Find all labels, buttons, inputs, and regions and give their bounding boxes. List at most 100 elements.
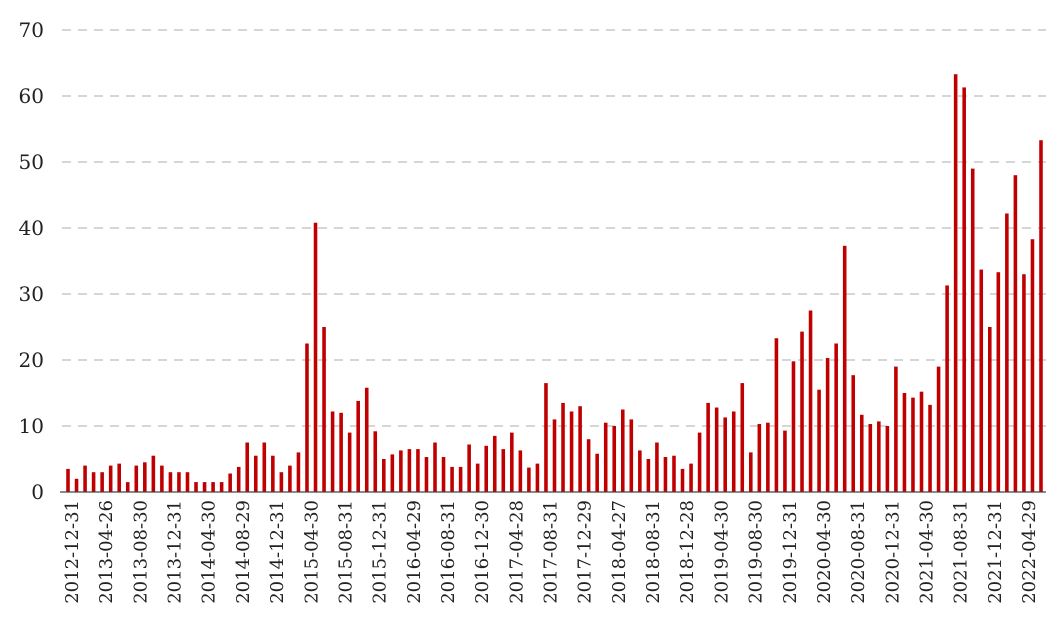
bar: [484, 445, 489, 492]
bar: [501, 449, 506, 492]
bar: [390, 454, 395, 492]
x-tick-label: 2014-04-30: [199, 500, 220, 604]
bar: [1030, 239, 1035, 492]
bar: [586, 439, 591, 492]
bar: [774, 338, 779, 492]
bar: [655, 442, 659, 492]
bar: [689, 463, 693, 492]
x-tick-label: 2017-12-29: [575, 500, 596, 604]
x-tick-label: 2018-12-28: [677, 500, 698, 604]
bar: [740, 383, 745, 492]
bar: [279, 472, 284, 492]
bar: [313, 222, 318, 492]
x-tick-label: 2018-04-27: [609, 500, 630, 604]
bar: [988, 327, 992, 492]
x-tick-label: 2013-12-31: [165, 500, 186, 604]
bar: [919, 391, 924, 492]
bar: [518, 450, 523, 492]
bar: [1005, 213, 1009, 493]
bar: [1039, 140, 1043, 492]
bar: [510, 432, 514, 492]
bar: [962, 87, 966, 493]
bar: [808, 310, 813, 492]
bar: [262, 442, 267, 492]
bar: [83, 465, 87, 492]
bar: [561, 402, 565, 492]
bar: [749, 452, 753, 492]
bar: [492, 435, 497, 492]
y-tick-label: 40: [19, 216, 44, 240]
bar: [245, 442, 250, 492]
bars: [66, 74, 1043, 493]
bar: [663, 457, 668, 492]
bar: [603, 422, 608, 492]
x-tick-label: 2018-08-31: [643, 500, 664, 604]
x-tick-label: 2021-04-30: [917, 500, 938, 604]
bar: [100, 472, 104, 492]
bar: [638, 450, 642, 492]
bar: [228, 473, 232, 492]
bar: [117, 463, 121, 492]
x-tick-label: 2013-04-26: [96, 500, 117, 604]
bar: [74, 478, 79, 492]
bar: [595, 453, 599, 492]
bar: [527, 467, 531, 492]
bar: [458, 466, 463, 492]
y-tick-label: 60: [19, 84, 44, 108]
bar: [731, 411, 736, 492]
bar: [151, 455, 156, 492]
bar: [125, 482, 130, 492]
bar: [433, 442, 437, 492]
bar: [364, 387, 369, 492]
x-tick-label: 2016-12-30: [472, 500, 493, 604]
bar: [902, 393, 907, 492]
bar: [928, 404, 932, 492]
x-tick-label: 2020-04-30: [814, 500, 835, 604]
bar: [399, 450, 403, 492]
bar: [953, 74, 958, 492]
bar: [330, 411, 335, 492]
bar: [569, 411, 574, 492]
bar: [612, 426, 617, 492]
bar: [868, 424, 873, 492]
bar: [450, 466, 454, 492]
bar: [757, 424, 762, 492]
bar: [825, 358, 830, 492]
bar: [970, 168, 975, 492]
bar: [979, 269, 984, 492]
x-tick-label: 2019-12-31: [780, 500, 801, 604]
bar: [407, 449, 412, 492]
bar: [160, 465, 164, 492]
x-tick-label: 2015-08-31: [335, 500, 356, 604]
bar: [791, 361, 796, 492]
x-tick-label: 2017-04-28: [506, 500, 527, 604]
bar: [697, 432, 702, 492]
bar: [1013, 175, 1018, 492]
x-tick-label: 2020-12-31: [882, 500, 903, 604]
bar: [646, 459, 651, 492]
bar: [194, 482, 198, 492]
bar: [620, 409, 625, 492]
bar: [441, 457, 446, 492]
bar: [894, 366, 898, 492]
y-tick-label: 0: [31, 480, 44, 504]
bar: [996, 272, 1001, 492]
bar: [219, 482, 224, 492]
x-tick-label: 2019-04-30: [711, 500, 732, 604]
y-tick-label: 50: [19, 150, 44, 174]
x-tick-label: 2021-12-31: [985, 500, 1006, 604]
y-tick-label: 20: [19, 348, 44, 372]
x-tick-label: 2021-08-31: [951, 500, 972, 604]
bar: [382, 459, 386, 492]
x-tick-label: 2014-08-29: [233, 500, 254, 604]
bar: [817, 389, 821, 492]
bar: [535, 463, 540, 492]
x-tick-label: 2013-08-30: [130, 500, 151, 604]
bar: [143, 462, 147, 492]
bar: [706, 402, 710, 492]
bar: [185, 472, 190, 492]
bar: [91, 472, 96, 492]
bar: [373, 431, 378, 492]
bar: [859, 414, 864, 492]
bar: [672, 455, 676, 492]
